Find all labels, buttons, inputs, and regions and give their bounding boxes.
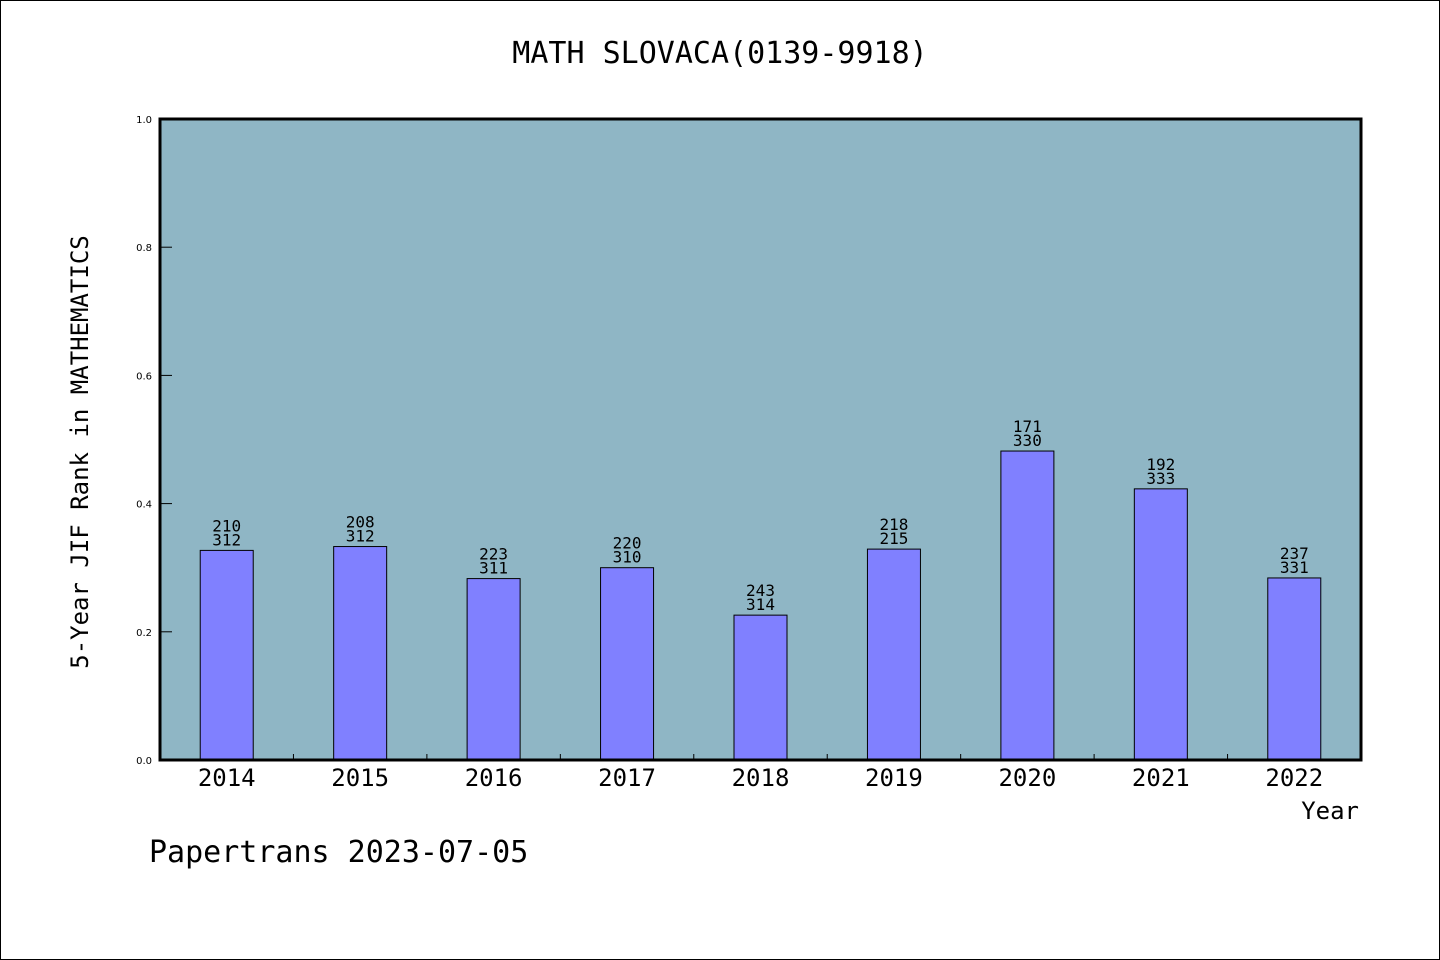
y-tick-label: 0.0 (136, 756, 152, 767)
bar-2021 (1133, 488, 1188, 761)
x-tick-label: 2014 (198, 764, 256, 792)
bar-series (199, 450, 1322, 761)
bar-label-upper: 210 (212, 516, 241, 535)
bar-label-lower: 310 (613, 548, 642, 567)
bar-label-upper: 208 (346, 513, 375, 532)
x-axis: 2014 2015 2016 2017 2018 2019 2020 2021 2022 (198, 754, 1323, 792)
bar-label-upper: 237 (1280, 544, 1309, 563)
bar-2018 (733, 614, 788, 761)
bar-label-lower: 331 (1280, 558, 1309, 577)
bar-2017 (600, 567, 655, 761)
bar-2022 (1267, 577, 1322, 761)
y-tick-label: 0.6 (136, 371, 152, 382)
y-axis-label: 5-Year JIF Rank in MATHEMATICS (66, 235, 94, 669)
bar-2014 (199, 549, 254, 761)
y-tick-label: 0.2 (136, 628, 152, 639)
x-tick-label: 2020 (998, 764, 1056, 792)
y-tick-label: 0.4 (136, 500, 152, 511)
bar-label-lower: 330 (1013, 431, 1042, 450)
bar-2016 (466, 578, 521, 761)
plot-border (158, 117, 1363, 762)
x-tick-label: 2021 (1132, 764, 1190, 792)
bar-label-upper: 218 (879, 515, 908, 534)
x-tick-label: 2018 (732, 764, 790, 792)
bar-label-lower: 312 (212, 530, 241, 549)
y-tick-label: 0.8 (136, 243, 152, 254)
bar-2015 (333, 546, 388, 761)
x-tick-label: 2019 (865, 764, 923, 792)
bar-label-lower: 311 (479, 559, 508, 578)
footer-source-date: Papertrans 2023-07-05 (149, 835, 529, 870)
chart-title: MATH SLOVACA(0139-9918) (512, 36, 928, 71)
x-tick-label: 2022 (1265, 764, 1323, 792)
bar-data-labels: 2103122083122233112203102433142182151713… (212, 417, 1308, 614)
x-tick-label: 2017 (598, 764, 656, 792)
x-tick-label: 2016 (465, 764, 523, 792)
y-tick-label: 1.0 (136, 115, 152, 126)
x-axis-label: Year (1301, 797, 1359, 825)
bar-label-lower: 314 (746, 595, 775, 614)
bar-label-lower: 333 (1146, 469, 1175, 488)
bar-label-upper: 171 (1013, 417, 1042, 436)
bar-label-lower: 312 (346, 527, 375, 546)
bar-label-upper: 192 (1146, 455, 1175, 474)
bar-label-upper: 223 (479, 545, 508, 564)
bar-label-upper: 243 (746, 581, 775, 600)
x-tick-label: 2015 (331, 764, 389, 792)
bar-label-lower: 215 (879, 529, 908, 548)
bar-label-upper: 220 (613, 534, 642, 553)
bar-2020 (1000, 450, 1055, 761)
bar-2019 (866, 548, 921, 761)
